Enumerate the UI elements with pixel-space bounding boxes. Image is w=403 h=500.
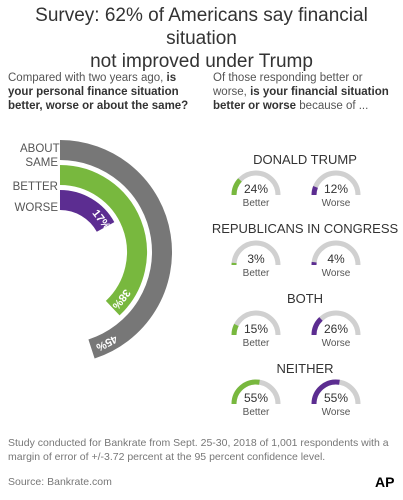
gauge-group-title: NEITHER	[276, 361, 333, 376]
legend-worse: WORSE	[14, 202, 58, 214]
gauge-better-fill	[231, 178, 242, 196]
chart-title: Survey: 62% of Americans say financial s…	[0, 4, 403, 73]
gauge-better-label: Better	[243, 198, 270, 209]
right-question-suffix: because of ...	[296, 100, 369, 112]
legend-about-same-text: ABOUT SAME	[20, 143, 60, 169]
gauge-better-value: 55%	[244, 391, 268, 405]
left-question-bold: is your personal finance situation bette…	[8, 72, 189, 112]
gauge-group-title: BOTH	[287, 291, 323, 306]
gauge-worse-label: Worse	[322, 268, 351, 279]
gauge-better-value: 3%	[247, 252, 265, 266]
gauge-worse-fill	[311, 185, 318, 196]
legend-better: BETTER	[12, 181, 58, 193]
gauge-better-label: Better	[243, 338, 270, 349]
gauge-better-value: 24%	[244, 182, 268, 196]
left-question-prefix: Compared with two years ago,	[8, 72, 167, 84]
gauge-worse-value: 55%	[324, 391, 348, 405]
gauge-worse-label: Worse	[322, 198, 351, 209]
right-question-prefix: Of those responding better or worse,	[213, 72, 363, 98]
gauge-worse-label: Worse	[322, 338, 351, 349]
title-line-1: Survey: 62% of Americans say financial s…	[35, 5, 368, 49]
gauge-worse-value: 26%	[324, 322, 348, 336]
right-question: Of those responding better or worse, is …	[213, 71, 398, 113]
gauge-group-title: REPUBLICANS IN CONGRESS	[212, 221, 399, 236]
gauge-track	[231, 240, 281, 266]
arc-better	[59, 165, 147, 316]
source: Source: Bankrate.com	[8, 476, 112, 488]
gauge-better-fill	[231, 323, 239, 336]
legend-about-same: ABOUT SAME	[20, 142, 60, 170]
gauge-track	[311, 240, 361, 266]
arc-about-same	[59, 140, 172, 359]
gauge-better-fill	[231, 379, 260, 405]
gauge-better-label: Better	[243, 268, 270, 279]
gauge-worse-fill	[311, 317, 323, 336]
right-question-bold: is your financial situation better or wo…	[213, 86, 389, 112]
gauge-worse-label: Worse	[322, 407, 351, 418]
gauge-worse-fill	[311, 379, 340, 405]
gauge-group-title: DONALD TRUMP	[253, 152, 357, 167]
gauge-better-label: Better	[243, 407, 270, 418]
gauge-track	[311, 170, 361, 196]
title-line-2: not improved under Trump	[90, 51, 313, 72]
gauge-better-value: 15%	[244, 322, 268, 336]
arc-worse	[59, 190, 115, 233]
gauge-worse-value: 12%	[324, 182, 348, 196]
footnote: Study conducted for Bankrate from Sept. …	[8, 437, 389, 463]
left-question: Compared with two years ago, is your per…	[8, 71, 198, 113]
gauge-worse-value: 4%	[327, 252, 345, 266]
ap-logo: AP	[375, 474, 395, 490]
